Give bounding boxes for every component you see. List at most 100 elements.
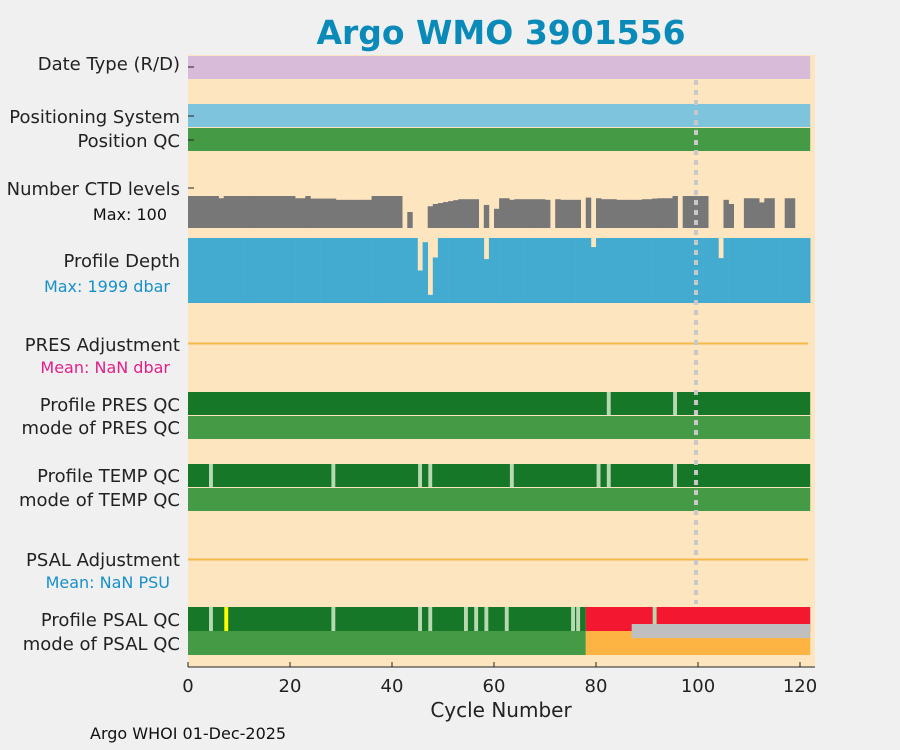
ctd-bar-89 bbox=[641, 199, 648, 228]
depth-bar-33 bbox=[356, 238, 362, 303]
mode-psal-qc-good bbox=[188, 631, 586, 655]
depth-bar-88 bbox=[636, 238, 643, 303]
ctd-bar-78 bbox=[585, 197, 592, 228]
ctd-bar-98 bbox=[687, 196, 694, 228]
depth-bar-94 bbox=[667, 238, 673, 303]
depth-bar-79 bbox=[590, 247, 597, 303]
ctd-bar-62 bbox=[504, 198, 510, 228]
x-tick-label-100: 100 bbox=[681, 676, 715, 697]
profile-temp-qc-gap-80 bbox=[596, 464, 601, 487]
depth-bar-70 bbox=[545, 238, 551, 303]
profile-pres-qc-gap-82 bbox=[606, 392, 611, 415]
label-psal-adjustment: PSAL Adjustment bbox=[26, 550, 180, 571]
profile-pres-qc-gap-95 bbox=[673, 392, 677, 415]
ctd-bar-29 bbox=[335, 199, 342, 228]
profile-temp-qc-gap-4 bbox=[209, 464, 213, 487]
profile-psal-qc-gap-4 bbox=[209, 607, 213, 631]
depth-bar-90 bbox=[647, 238, 653, 303]
ctd-bar-8 bbox=[228, 196, 235, 228]
depth-bar-2 bbox=[198, 238, 204, 303]
depth-bar-87 bbox=[631, 238, 638, 303]
profile-psal-qc-gap-28 bbox=[331, 607, 336, 631]
ctd-bar-93 bbox=[662, 198, 668, 228]
label-profile-depth: Profile Depth bbox=[63, 251, 180, 272]
depth-bar-38 bbox=[381, 238, 388, 303]
ctd-bar-81 bbox=[601, 199, 607, 228]
ctd-bar-101 bbox=[703, 196, 709, 228]
ctd-bar-22 bbox=[300, 198, 306, 228]
depth-bar-60 bbox=[494, 238, 500, 303]
depth-bar-39 bbox=[386, 238, 393, 303]
depth-bar-85 bbox=[621, 238, 627, 303]
depth-bar-22 bbox=[300, 238, 306, 303]
profile-psal-qc-gap-56 bbox=[474, 607, 479, 631]
depth-bar-58 bbox=[483, 259, 490, 303]
ctd-bar-85 bbox=[621, 199, 627, 228]
depth-bar-102 bbox=[708, 238, 714, 303]
label-date-type: Date Type (R/D) bbox=[38, 54, 180, 75]
ctd-bar-5 bbox=[213, 196, 219, 228]
depth-bar-41 bbox=[397, 238, 403, 303]
depth-bar-36 bbox=[371, 238, 377, 303]
depth-bar-83 bbox=[611, 238, 617, 303]
ctd-bar-66 bbox=[524, 199, 530, 228]
ctd-bar-16 bbox=[269, 196, 275, 228]
ctd-bar-21 bbox=[295, 198, 301, 228]
ctd-bar-2 bbox=[198, 196, 204, 228]
depth-bar-107 bbox=[733, 238, 740, 303]
depth-bar-7 bbox=[223, 238, 230, 303]
depth-bar-63 bbox=[509, 238, 515, 303]
depth-bar-104 bbox=[718, 258, 724, 303]
depth-bar-121 bbox=[805, 238, 811, 303]
ctd-bar-26 bbox=[320, 198, 326, 228]
ctd-bar-82 bbox=[606, 199, 612, 228]
depth-bar-67 bbox=[529, 238, 536, 303]
depth-bar-32 bbox=[351, 238, 357, 303]
ctd-bar-40 bbox=[392, 196, 398, 228]
depth-bar-29 bbox=[335, 238, 342, 303]
ctd-bar-83 bbox=[611, 199, 617, 228]
depth-bar-115 bbox=[774, 238, 780, 303]
ctd-bar-38 bbox=[381, 196, 388, 228]
depth-bar-111 bbox=[754, 238, 760, 303]
depth-bar-62 bbox=[504, 238, 510, 303]
depth-bar-64 bbox=[514, 238, 520, 303]
depth-bar-20 bbox=[290, 238, 296, 303]
ctd-bar-92 bbox=[657, 198, 663, 228]
ctd-bar-100 bbox=[698, 196, 704, 228]
depth-bar-78 bbox=[585, 238, 592, 303]
profile-psal-qc-gap-91 bbox=[652, 607, 657, 631]
ctd-bar-4 bbox=[208, 196, 214, 228]
profile-psal-qc-bar bbox=[188, 607, 586, 631]
depth-bar-49 bbox=[437, 238, 444, 303]
ctd-bar-74 bbox=[565, 199, 571, 228]
ctd-bar-118 bbox=[789, 198, 796, 228]
depth-bar-40 bbox=[392, 238, 398, 303]
ctd-bar-6 bbox=[218, 198, 224, 228]
profile-psal-qc-gap-47 bbox=[428, 607, 433, 631]
depth-bar-30 bbox=[341, 238, 347, 303]
ctd-bar-36 bbox=[371, 196, 377, 228]
depth-bar-98 bbox=[687, 238, 694, 303]
ctd-bar-27 bbox=[325, 198, 332, 228]
ctd-bar-114 bbox=[769, 198, 775, 228]
depth-bar-108 bbox=[738, 238, 745, 303]
label-mode-psal-qc: mode of PSAL QC bbox=[23, 634, 180, 655]
ctd-bar-112 bbox=[759, 202, 765, 228]
depth-bar-119 bbox=[794, 238, 801, 303]
depth-bar-28 bbox=[330, 238, 337, 303]
profile-pres-qc-bar bbox=[188, 392, 811, 415]
depth-bar-13 bbox=[254, 238, 260, 303]
depth-bar-48 bbox=[432, 257, 439, 303]
ctd-bar-35 bbox=[366, 199, 372, 228]
ctd-bar-73 bbox=[560, 199, 566, 228]
depth-bar-35 bbox=[366, 238, 372, 303]
depth-bar-95 bbox=[672, 238, 678, 303]
depth-bar-17 bbox=[274, 238, 281, 303]
depth-bar-100 bbox=[698, 238, 704, 303]
depth-bar-56 bbox=[473, 238, 479, 303]
profile-psal-qc-gap-75 bbox=[571, 607, 575, 631]
depth-bar-12 bbox=[249, 238, 255, 303]
depth-bar-3 bbox=[203, 238, 209, 303]
